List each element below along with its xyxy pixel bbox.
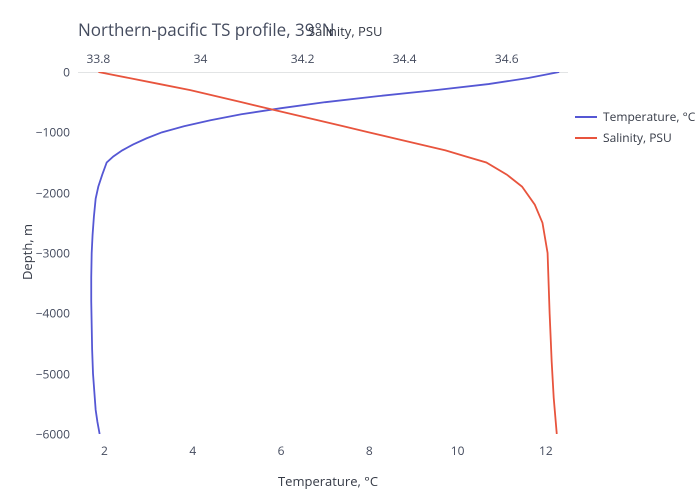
bottom-tick: 12	[539, 442, 553, 459]
legend-swatch	[575, 137, 597, 139]
plot-area	[78, 72, 568, 434]
bottom-tick: 4	[189, 442, 196, 459]
bottom-tick: 2	[101, 442, 108, 459]
left-tick: −5000	[30, 365, 70, 382]
top-tick: 33.8	[87, 50, 111, 67]
legend-swatch	[575, 116, 597, 118]
left-tick: 0	[30, 64, 70, 81]
legend-label: Temperature, °C	[603, 108, 695, 125]
chart-container: Northern-pacific TS profile, 39°N Salini…	[0, 0, 700, 500]
top-tick: 34.4	[393, 50, 417, 67]
left-tick: −4000	[30, 305, 70, 322]
legend-label: Salinity, PSU	[603, 129, 672, 146]
top-tick: 34	[194, 50, 208, 67]
legend-item[interactable]: Salinity, PSU	[575, 129, 695, 146]
legend-item[interactable]: Temperature, °C	[575, 108, 695, 125]
left-tick: −2000	[30, 184, 70, 201]
left-tick: −1000	[30, 124, 70, 141]
legend: Temperature, °C Salinity, PSU	[575, 108, 695, 150]
top-tick: 34.2	[291, 50, 315, 67]
bottom-axis-label: Temperature, °C	[278, 472, 378, 490]
bottom-tick: 10	[451, 442, 465, 459]
chart-title: Northern-pacific TS profile, 39°N	[78, 18, 335, 41]
top-axis-label: Salinity, PSU	[308, 22, 382, 40]
bottom-tick: 6	[278, 442, 285, 459]
left-tick: −3000	[30, 245, 70, 262]
top-tick: 34.6	[495, 50, 519, 67]
left-tick: −6000	[30, 426, 70, 443]
bottom-tick: 8	[366, 442, 373, 459]
data-lines	[78, 72, 568, 434]
